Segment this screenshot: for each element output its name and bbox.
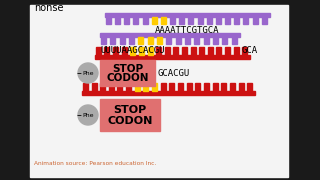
Bar: [122, 47, 127, 55]
Bar: [234, 17, 239, 24]
Bar: [204, 37, 209, 44]
Bar: [101, 37, 106, 44]
Bar: [247, 83, 252, 91]
Bar: [92, 83, 97, 91]
Circle shape: [78, 63, 98, 83]
Text: Phe: Phe: [82, 71, 94, 75]
Bar: [100, 99, 160, 131]
Text: –: –: [76, 110, 81, 120]
Text: Animation source: Pearson education Inc.: Animation source: Pearson education Inc.: [34, 161, 156, 166]
Bar: [195, 83, 200, 91]
Bar: [239, 83, 244, 91]
Text: STOP: STOP: [113, 105, 147, 115]
Bar: [179, 17, 184, 24]
Bar: [199, 47, 204, 55]
Bar: [126, 83, 131, 91]
Bar: [124, 17, 129, 24]
Bar: [109, 83, 114, 91]
Bar: [185, 37, 190, 44]
Bar: [216, 17, 221, 24]
Bar: [222, 37, 227, 44]
Bar: [104, 47, 109, 55]
Bar: [262, 17, 267, 24]
Bar: [161, 83, 166, 91]
Text: GCACGU: GCACGU: [157, 69, 189, 78]
Bar: [225, 47, 230, 55]
Bar: [129, 37, 134, 44]
Text: AAAATTCGTGCA: AAAATTCGTGCA: [155, 26, 220, 35]
Bar: [204, 83, 209, 91]
Bar: [165, 47, 170, 55]
Bar: [191, 47, 196, 55]
Bar: [143, 17, 148, 24]
Bar: [187, 83, 192, 91]
Bar: [216, 47, 221, 55]
Bar: [100, 83, 105, 91]
Bar: [113, 47, 118, 55]
Bar: [100, 60, 155, 86]
Bar: [148, 37, 153, 44]
Bar: [130, 47, 135, 55]
Bar: [213, 37, 218, 44]
Bar: [105, 13, 270, 17]
Bar: [83, 83, 88, 91]
Bar: [252, 17, 258, 24]
Bar: [120, 37, 124, 44]
Bar: [157, 37, 162, 44]
Bar: [152, 83, 157, 91]
Bar: [117, 83, 123, 91]
Bar: [232, 37, 236, 44]
Bar: [139, 47, 144, 55]
Bar: [106, 17, 111, 24]
Bar: [182, 47, 187, 55]
Bar: [230, 83, 235, 91]
Text: CODON: CODON: [107, 116, 153, 126]
Bar: [135, 83, 140, 91]
Bar: [115, 17, 120, 24]
Bar: [143, 83, 148, 91]
Text: –: –: [76, 68, 81, 78]
Bar: [30, 5, 288, 177]
Bar: [197, 17, 203, 24]
Bar: [208, 47, 213, 55]
Bar: [244, 17, 248, 24]
Bar: [95, 55, 250, 59]
Bar: [225, 17, 230, 24]
Bar: [161, 17, 166, 24]
Bar: [176, 37, 180, 44]
Text: nonse: nonse: [34, 3, 63, 13]
Bar: [242, 47, 247, 55]
Bar: [133, 17, 139, 24]
Bar: [138, 37, 143, 44]
Text: CODON: CODON: [106, 73, 149, 83]
Text: GCA: GCA: [242, 46, 258, 55]
Bar: [194, 37, 199, 44]
Bar: [178, 83, 183, 91]
Bar: [96, 47, 101, 55]
Bar: [82, 91, 255, 95]
Bar: [169, 83, 174, 91]
Text: STOP: STOP: [112, 64, 143, 74]
Bar: [100, 33, 240, 37]
Text: Phe: Phe: [82, 112, 94, 118]
Bar: [166, 37, 171, 44]
Bar: [173, 47, 178, 55]
Circle shape: [78, 105, 98, 125]
Bar: [207, 17, 212, 24]
Bar: [170, 17, 175, 24]
Bar: [212, 83, 218, 91]
Bar: [156, 47, 161, 55]
Bar: [148, 47, 153, 55]
Bar: [152, 17, 157, 24]
Bar: [188, 17, 193, 24]
Text: UUUUAAGCACGU: UUUUAAGCACGU: [100, 46, 164, 55]
Bar: [221, 83, 226, 91]
Bar: [110, 37, 115, 44]
Bar: [234, 47, 239, 55]
